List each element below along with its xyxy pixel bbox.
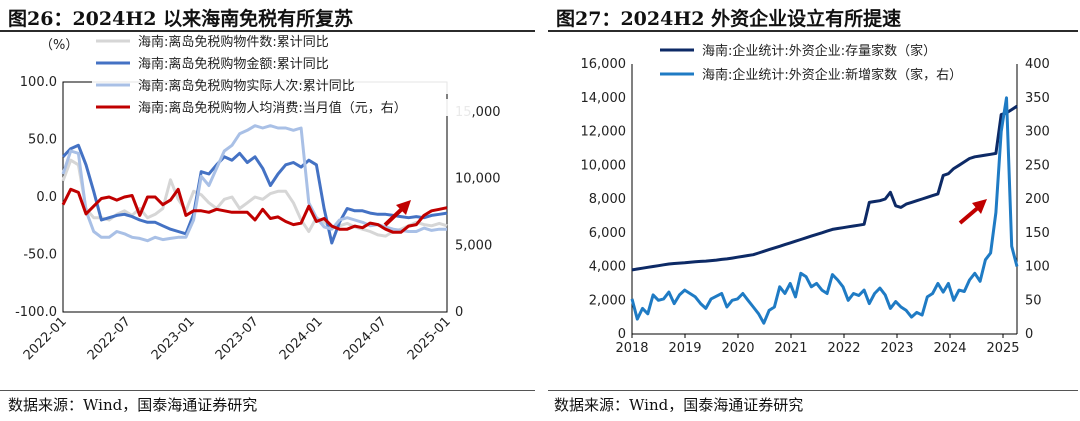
x-tick-label: 2022-07: [85, 314, 134, 363]
y-right-tick-label: 50: [1025, 293, 1042, 308]
x-tick-label: 2025: [986, 341, 1019, 356]
x-tick-label: 2024-07: [341, 314, 390, 363]
left-source-note: 数据来源：Wind，国泰海通证券研究: [8, 396, 258, 414]
y-right-tick-label: 150: [1025, 226, 1050, 241]
x-tick-label: 2022-01: [21, 314, 70, 363]
legend-bg: [92, 99, 472, 116]
left-panel: 图26：2024H2 以来海南免税有所复苏 （%） 100.0 50.0 0.0 -50…: [0, 8, 535, 414]
series-line-1: [61, 158, 448, 238]
y-left-tick-label: 4,000: [589, 260, 626, 275]
y-right-tick-label: 10,000: [455, 172, 501, 187]
right-panel: 图27：2024H2 外资企业设立有所提速 16,000 14,000 12,000…: [540, 0, 1080, 421]
y-right-tick-label: 350: [1025, 91, 1050, 106]
x-tick-label: 2021: [774, 341, 807, 356]
annotation-arrow-head: [396, 200, 411, 215]
series-line-4: [61, 187, 448, 234]
legend-bg: [92, 33, 472, 50]
x-tick-label: 2018: [615, 341, 648, 356]
right-source-rule: [548, 390, 1078, 391]
y-left-tick-label: 0.0: [36, 190, 57, 205]
legend-label-2: 海南:离岛免税购物金额:累计同比: [138, 56, 329, 72]
y-left-tick-label: -50.0: [23, 248, 57, 263]
annotation-arrow-shaft: [958, 204, 982, 225]
series-line-2: [630, 96, 1019, 325]
y-right-tick-label: 300: [1025, 125, 1050, 140]
x-tick-label: 2024-01: [277, 314, 326, 363]
right-source-note: 数据来源：Wind，国泰海通证券研究: [554, 396, 804, 414]
left-source-rule: [0, 390, 535, 391]
y-right-tick-label: 200: [1025, 192, 1050, 207]
annotation-arrow-shaft: [383, 205, 406, 227]
y-left-tick-label: 0: [618, 327, 626, 342]
left-chart-title: 图26：2024H2 以来海南免税有所复苏: [8, 8, 354, 30]
x-tick-label: 2019: [668, 341, 701, 356]
y-right-tick-label: 0: [455, 305, 463, 320]
y-unit-label: （%）: [40, 38, 78, 53]
series-line-1: [631, 104, 1018, 272]
series-line-2: [61, 143, 448, 245]
y-right-tick-label: 100: [1025, 260, 1050, 275]
legend-label-1: 海南:企业统计:外资企业:存量家数（家）: [702, 43, 936, 59]
y-left-tick-label: 16,000: [581, 57, 627, 72]
right-chart-title: 图27：2024H2 外资企业设立有所提速: [556, 8, 902, 30]
y-left-tick-label: 50.0: [28, 133, 57, 148]
legend-bg: [656, 66, 1011, 83]
y-left-tick-label: -100.0: [15, 305, 57, 320]
y-left-tick-label: 10,000: [581, 158, 627, 173]
y-left-tick-label: 12,000: [581, 125, 627, 140]
y-left-tick-label: 14,000: [581, 91, 627, 106]
x-tick-label: 2023: [880, 341, 913, 356]
legend-label-4: 海南:离岛免税购物人均消费:当月值（元，右）: [138, 100, 407, 116]
annotation-arrow-head: [972, 199, 987, 214]
x-tick-label: 2023-07: [213, 314, 262, 363]
legend-bg: [92, 77, 472, 94]
y-right-tick-label: 400: [1025, 57, 1050, 72]
legend-bg: [92, 55, 472, 72]
y-left-tick-label: 2,000: [589, 293, 626, 308]
x-tick-label: 2024: [933, 341, 966, 356]
y-right-tick-label: 250: [1025, 158, 1050, 173]
y-right-tick-label: 0: [1025, 327, 1033, 342]
x-tick-label: 2020: [721, 341, 754, 356]
y-left-tick-label: 8,000: [589, 192, 626, 207]
right-chart: 16,000 14,000 12,000 10,000 8,000 6,000 4,000 2…: [581, 42, 1050, 356]
y-left-tick-label: 100.0: [20, 75, 57, 90]
legend-bg: [656, 42, 1011, 59]
y-right-tick-label: 5,000: [455, 238, 492, 253]
left-title-rule: [0, 30, 535, 32]
legend-label-2: 海南:企业统计:外资企业:新增家数（家，右）: [702, 67, 962, 83]
right-title-rule: [548, 30, 1078, 32]
y-left-tick-label: 6,000: [589, 226, 626, 241]
legend-label-3: 海南:离岛免税购物实际人次:累计同比: [138, 78, 355, 94]
left-chart: （%）100.050.00.0-50.0-100.015,00010,0005,…: [15, 33, 501, 363]
x-tick-label: 2023-01: [149, 314, 198, 363]
x-tick-label: 2022: [827, 341, 860, 356]
legend-label-1: 海南:离岛免税购物件数:累计同比: [138, 34, 329, 50]
x-tick-label: 2025-01: [405, 314, 454, 363]
